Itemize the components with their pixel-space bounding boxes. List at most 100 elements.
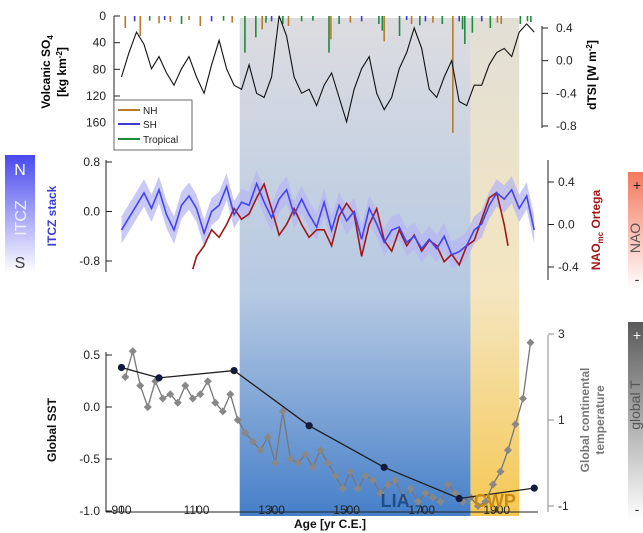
tick-label: 900: [111, 503, 131, 517]
continental-temp-point: [173, 398, 182, 407]
tick-label: 1900: [483, 503, 510, 517]
continental-temp-point: [248, 437, 257, 446]
nao-side-bar: + NAO -: [627, 172, 643, 290]
tick-label: 160: [86, 116, 106, 130]
continental-temp-point: [233, 416, 242, 424]
global-sst-point: [530, 484, 538, 492]
continental-temp-point: [308, 463, 317, 472]
continental-temp-point: [158, 394, 167, 403]
continental-temp-point: [383, 480, 392, 489]
legend-nh-label: NH: [143, 106, 157, 117]
continental-temp-point: [211, 398, 220, 407]
continental-axis-label-1: Global continental: [578, 368, 592, 473]
continental-temp-point: [128, 347, 137, 356]
bottom-right-ticks: 3 1 -1: [548, 327, 569, 513]
continental-temp-point: [488, 480, 497, 489]
tsi-axis-label: dTSI [W m-2]: [585, 40, 599, 110]
global-sst-point: [117, 363, 126, 372]
continental-temp-point: [473, 502, 482, 510]
itcz-side-bar: N ITCZ S: [5, 155, 35, 273]
continental-temp-point: [451, 489, 460, 498]
continental-temperature-markers: [121, 338, 535, 510]
continental-temp-point: [436, 497, 445, 506]
x-axis-label: Age [yr C.E.]: [294, 517, 366, 531]
tick-label: 0.0: [83, 400, 100, 414]
continental-temp-point: [218, 407, 227, 416]
tick-label: 0: [99, 9, 106, 23]
cwp-period-band: [470, 18, 520, 516]
continental-temp-point: [376, 489, 385, 498]
continental-temp-point: [278, 407, 287, 416]
tick-label: 1700: [408, 503, 435, 517]
bottom-panel: 0.5 0.0 -0.5 -1.0 3 1 -1 900 1100 1300 1500 1700 1…: [45, 327, 607, 531]
global-sst-markers: [117, 363, 538, 503]
continental-temp-point: [293, 459, 302, 467]
legend-sh-label: SH: [143, 120, 157, 131]
tick-label: 1300: [258, 503, 285, 517]
mid-right-ticks: 0.4 0.0 -0.4: [548, 175, 579, 274]
continental-temp-point: [338, 484, 347, 493]
tick-label: 3: [558, 327, 565, 341]
continental-temp-point: [361, 471, 370, 480]
continental-temp-point: [413, 497, 422, 506]
top-right-ticks: 0.4 0.0 -0.4 -0.8: [542, 21, 577, 133]
itcz-bar-label: ITCZ: [13, 200, 30, 236]
tick-label: 80: [93, 62, 107, 76]
continental-temp-point: [188, 394, 197, 403]
global-sst-point: [380, 463, 388, 471]
itcz-axis-label: ITCZ stack: [45, 185, 59, 246]
continental-temp-point: [496, 467, 505, 476]
continental-temp-point: [346, 467, 355, 476]
tick-label: -0.5: [79, 452, 100, 466]
continental-temp-point: [421, 489, 430, 498]
volcanic-legend: NH SH Tropical: [113, 99, 193, 151]
global-t-side-bar: + global T -: [627, 322, 643, 520]
legend-tropical-label: Tropical: [143, 135, 178, 146]
continental-temp-point: [121, 373, 130, 381]
nao-plus-label: +: [633, 177, 641, 193]
continental-temp-point: [368, 476, 377, 485]
continental-temp-point: [286, 454, 295, 463]
continental-axis-label-2: temperature: [593, 385, 607, 455]
tick-label: 0.0: [83, 205, 100, 219]
continental-temp-point: [226, 390, 235, 399]
lia-label: LIA: [381, 491, 410, 511]
itcz-south-label: S: [15, 255, 26, 272]
continental-temp-point: [391, 476, 400, 485]
continental-temp-point: [256, 446, 265, 455]
tick-label: -0.8: [556, 119, 577, 133]
lia-period-band: [239, 18, 471, 516]
volcanic-bars: [124, 16, 532, 133]
tick-label: 0.0: [556, 54, 573, 68]
continental-temp-point: [203, 377, 212, 386]
tick-label: -1: [558, 499, 569, 513]
tick-label: 0.4: [558, 175, 575, 189]
tick-label: 1500: [333, 503, 360, 517]
global-t-bar-label: global T: [627, 380, 643, 430]
tick-label: -0.8: [79, 254, 100, 268]
continental-temp-point: [241, 428, 250, 437]
continental-temp-point: [271, 459, 280, 467]
middle-panel: 0.8 0.0 -0.8 0.4 0.0 -0.4 ITCZ stack NAOmc O…: [45, 155, 605, 280]
tick-label: 1: [558, 413, 565, 427]
continental-temp-point: [316, 446, 325, 455]
continental-temp-point: [331, 471, 340, 480]
continental-temp-point: [511, 420, 520, 429]
top-left-ticks: 0 40 80 120 160: [86, 9, 120, 130]
nao-axis-label: NAOmc Ortega: [589, 190, 605, 271]
tick-label: 0.4: [556, 21, 573, 35]
continental-temp-point: [406, 484, 415, 493]
volcanic-axis-unit: [kg km-2]: [55, 47, 69, 97]
continental-temp-point: [323, 459, 332, 467]
continental-temp-point: [196, 390, 205, 399]
bottom-left-ticks: 0.5 0.0 -0.5 -1.0: [79, 348, 112, 518]
tick-label: 1100: [184, 503, 210, 517]
nao-ortega-line: [192, 182, 509, 270]
global-t-plus-label: +: [633, 327, 641, 343]
tick-label: -1.0: [79, 504, 100, 518]
global-sst-point: [305, 422, 313, 430]
continental-temp-point: [166, 390, 175, 399]
continental-temp-point: [263, 433, 272, 442]
